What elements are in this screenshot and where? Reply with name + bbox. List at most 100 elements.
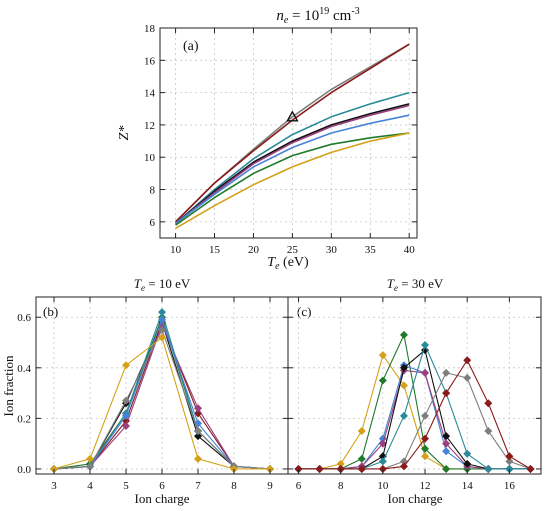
panel-c-series-marker — [505, 464, 514, 473]
panel-b-series — [50, 308, 274, 473]
panel-a-title: ne = 1019 cm-3 — [276, 6, 359, 26]
panel-a-triangle-marker — [286, 110, 299, 122]
panel-b-series-marker — [158, 325, 166, 334]
panel-c-series-marker — [484, 427, 493, 436]
panel-a-series-line — [175, 132, 410, 229]
panel-b-x-tick-label: 9 — [267, 480, 273, 492]
panel-c-series-marker — [294, 464, 303, 473]
panel-c-series-marker — [399, 462, 408, 471]
panel-c-series-marker — [378, 376, 387, 385]
panel-c-ticks: 6 8 10 12 14 16 — [288, 297, 541, 492]
panel-b-series-marker — [122, 361, 130, 370]
panel-b-x-tick-label: 6 — [159, 480, 165, 492]
panel-c-x-tick-label: 12 — [420, 480, 431, 492]
panel-b-series-marker — [194, 454, 202, 463]
panel-a-series — [175, 43, 410, 229]
panel-a-x-axis-title: Te (eV) — [267, 255, 309, 272]
panel-b-series-marker — [194, 432, 202, 441]
panel-c-series-marker — [484, 464, 493, 473]
panel-c-series-marker — [463, 356, 472, 365]
panel-b-x-tick-label: 7 — [195, 480, 201, 492]
panel-b-series-marker — [50, 464, 58, 473]
panel-a-y-tick-label: 6 — [150, 217, 156, 229]
panel-a-series-line — [175, 132, 410, 226]
panel-c-series-marker — [315, 464, 324, 473]
panel-c-series-marker — [421, 341, 430, 350]
panel-c-series-marker — [357, 427, 366, 436]
panel-b-series-marker — [266, 464, 274, 473]
panel-c-series-marker — [336, 459, 345, 468]
panel-b-title: Te = 10 eV — [134, 276, 191, 293]
panel-c-series-line — [298, 359, 531, 470]
panel-c-frame — [287, 296, 542, 475]
panel-b-series-line — [53, 321, 271, 470]
panel-b-x-tick-label: 8 — [231, 480, 237, 492]
panel-c-series-marker — [378, 351, 387, 360]
panel-b-y-tick-label: 0.0 — [17, 464, 31, 476]
panel-a-series-line — [175, 104, 410, 225]
panel-b-series-marker — [230, 464, 238, 473]
panel-b-series-marker — [86, 454, 94, 463]
panel-b-ticks: 3 4 5 6 7 8 9 0.0 0.2 0.4 0.6 — [17, 297, 288, 492]
panel-b-series-marker — [122, 396, 130, 405]
panel-c-series-marker — [336, 464, 345, 473]
panel-c-series-marker — [442, 439, 451, 448]
panel-a-series-line — [175, 103, 410, 225]
panel-a-zstar-vs-te: ne = 1019 cm-3 (a) 10 15 20 25 30 35 406810121… — [117, 6, 418, 272]
panel-c-series-marker — [505, 457, 514, 466]
panel-c-series-marker — [421, 452, 430, 461]
panel-c-series-marker — [463, 373, 472, 382]
panel-c-series-marker — [421, 411, 430, 420]
panel-c-series-marker — [442, 464, 451, 473]
panel-a-series-line — [175, 114, 410, 225]
panel-b-y-tick-label: 0.2 — [17, 413, 31, 425]
panel-b-series-line — [53, 321, 271, 470]
panel-c-series-marker — [442, 432, 451, 441]
panel-a-series-line — [175, 91, 410, 225]
panel-c-series-marker — [357, 464, 366, 473]
panel-a-y-tick-label: 12 — [144, 120, 155, 132]
panel-c-series — [294, 330, 535, 473]
panel-c-series-marker — [399, 363, 408, 372]
panel-c-x-tick-label: 10 — [377, 480, 389, 492]
panel-b-y-tick-label: 0.6 — [17, 312, 31, 324]
panel-c-title: Te = 30 eV — [387, 276, 444, 293]
panel-a-y-tick-label: 8 — [150, 185, 156, 197]
panel-c-series-marker — [463, 459, 472, 468]
panel-c-series-marker — [378, 457, 387, 466]
panel-a-ticks: 10 15 20 25 30 35 40 6 8 10 12 14 16 18 — [144, 23, 417, 256]
panel-b-series-marker — [194, 427, 202, 436]
panel-b-x-axis-title: Ion charge — [135, 491, 190, 506]
panel-b-y-tick-label: 0.4 — [17, 363, 31, 375]
panel-a-frame — [159, 27, 418, 239]
panel-b-series-marker — [122, 411, 130, 420]
panel-c-series-marker — [463, 449, 472, 458]
panel-c-series-marker — [442, 368, 451, 377]
panel-a-series-line — [175, 43, 410, 223]
panel-a-y-tick-label: 10 — [144, 152, 156, 164]
panel-c-series-marker — [357, 454, 366, 463]
panel-a-label: (a) — [183, 39, 199, 54]
panel-b-x-tick-label: 5 — [123, 480, 129, 492]
panel-c-x-tick-label: 14 — [462, 480, 474, 492]
panel-b-series-marker — [194, 404, 202, 413]
panel-b-series-marker — [86, 462, 94, 471]
panel-c-series-marker — [378, 464, 387, 473]
panel-c-series-line — [298, 334, 531, 470]
panel-c-series-marker — [399, 330, 408, 339]
panel-b-label: (b) — [43, 304, 58, 319]
panel-a-x-tick-label: 30 — [326, 244, 338, 256]
panel-c-x-axis-title: Ion charge — [388, 491, 443, 506]
panel-c-grid — [288, 297, 541, 474]
panel-a-x-tick-label: 10 — [170, 244, 182, 256]
panel-b-ion-fraction-te10: Te = 10 eV (b) 3 4 5 6 7 8 9 0.0 0.2 0.4 0.6 Ion c… — [1, 276, 289, 506]
panel-c-series-marker — [442, 389, 451, 398]
panel-a-y-axis-title: Z* — [117, 126, 132, 141]
panel-c-x-tick-label: 16 — [504, 480, 516, 492]
panel-a-y-tick-label: 16 — [144, 55, 156, 67]
panel-c-series-marker — [442, 447, 451, 456]
panel-c-x-tick-label: 6 — [296, 480, 302, 492]
panel-b-series-marker — [122, 421, 130, 430]
panel-b-y-axis-title: Ion fraction — [1, 355, 16, 417]
